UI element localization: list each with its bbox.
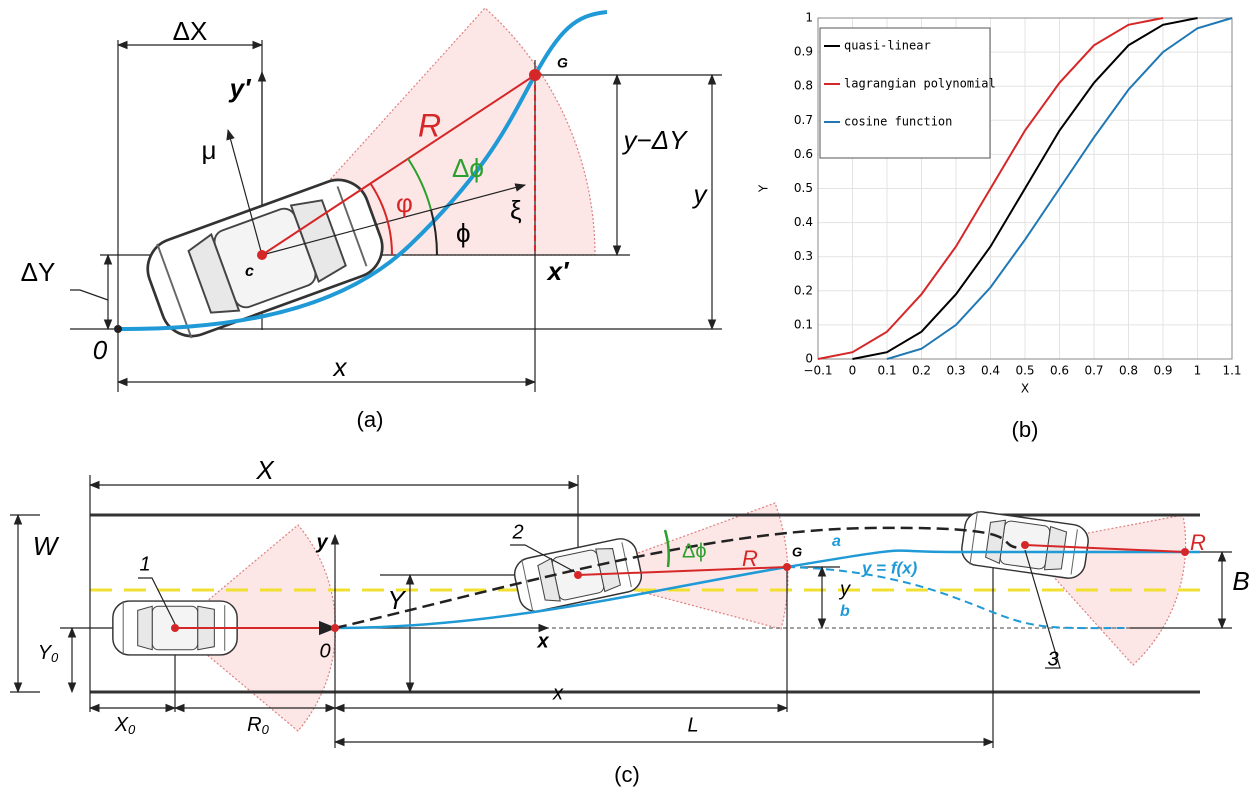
x-tick-label: 0.5 xyxy=(1015,364,1034,378)
y-tick-label: 0.9 xyxy=(794,45,813,59)
x-tick-label: 0.6 xyxy=(1050,364,1069,378)
label: Y xyxy=(387,585,406,615)
x-tick-label: 0.2 xyxy=(912,364,931,378)
leader xyxy=(70,290,108,300)
legend-label: quasi-linear xyxy=(844,39,931,53)
label-sub: 0 xyxy=(51,650,59,665)
point xyxy=(783,563,791,571)
figure: ΔX y′ G R y−ΔY μ Δϕ φ ξ ϕ y c x′ ΔY 0 x … xyxy=(0,0,1254,789)
label: G xyxy=(557,55,568,71)
x-tick-label: −0.1 xyxy=(803,364,832,378)
caption: (c) xyxy=(614,762,640,787)
label: 0 xyxy=(93,335,108,365)
label: Δϕ xyxy=(452,153,484,183)
y-axis-label: Y xyxy=(757,184,771,193)
x-tick-label: 0 xyxy=(849,364,857,378)
x-tick-label: 0.3 xyxy=(946,364,965,378)
label: c xyxy=(245,263,254,280)
y-tick-label: 0.8 xyxy=(794,79,813,93)
label: ϕ xyxy=(456,218,471,248)
label: x xyxy=(332,352,348,382)
label: y xyxy=(838,578,851,600)
x-tick-label: 0.7 xyxy=(1084,364,1103,378)
x-tick-label: 1 xyxy=(1194,364,1202,378)
label: y′ xyxy=(228,73,252,103)
label: R xyxy=(418,107,441,143)
label-sub: 0 xyxy=(262,722,270,737)
point xyxy=(1021,541,1029,549)
label: x xyxy=(536,630,549,652)
label: x xyxy=(552,682,564,704)
label: x′ xyxy=(546,256,570,286)
label: y = f(x) xyxy=(861,558,918,577)
label: R0 xyxy=(247,714,269,737)
x-tick-label: 0.9 xyxy=(1153,364,1172,378)
origin-point xyxy=(114,325,122,333)
label: 1 xyxy=(139,553,150,575)
label: a xyxy=(832,533,841,550)
y-tick-label: 0.3 xyxy=(794,249,813,263)
legend-label: cosine function xyxy=(844,115,952,129)
label: μ xyxy=(202,135,217,165)
label: y−ΔY xyxy=(622,125,689,155)
label-main: X xyxy=(114,714,129,736)
label: 2 xyxy=(511,521,523,543)
label: Δϕ xyxy=(682,540,707,562)
label: L xyxy=(687,714,698,736)
y-tick-label: 0.4 xyxy=(794,215,813,229)
label: B xyxy=(1232,566,1249,596)
y-tick-label: 0.5 xyxy=(794,181,813,195)
label: y xyxy=(692,179,709,209)
label: y xyxy=(315,531,328,553)
label: Y0 xyxy=(38,642,59,665)
y-tick-label: 0.6 xyxy=(794,147,813,161)
label: W xyxy=(33,531,60,561)
legend-label: lagrangian polynomial xyxy=(844,77,996,91)
label: X xyxy=(255,455,275,485)
x-tick-label: 0.8 xyxy=(1119,364,1138,378)
label: ξ xyxy=(510,195,522,225)
y-tick-label: 0.1 xyxy=(794,317,813,331)
x-tick-label: 1.1 xyxy=(1222,364,1241,378)
label: R xyxy=(1190,530,1206,555)
panel-c: X W 1 y 2 Δϕ R G a y = f(x) R B Y0 Y y b… xyxy=(10,455,1250,787)
caption: (a) xyxy=(357,407,384,432)
y-tick-label: 0.2 xyxy=(794,283,813,297)
label-main: R xyxy=(247,714,261,736)
point xyxy=(331,624,339,632)
label: ΔY xyxy=(21,257,56,287)
label: ΔX xyxy=(173,16,208,46)
label-sub: 0 xyxy=(128,722,136,737)
x-tick-label: 0.4 xyxy=(981,364,1000,378)
label: X0 xyxy=(114,714,136,737)
label: 3 xyxy=(1047,648,1058,670)
y-tick-label: 1 xyxy=(805,11,813,25)
x-axis-label: X xyxy=(1021,382,1029,396)
label: 0 xyxy=(319,640,330,662)
y-tick-label: 0.7 xyxy=(794,113,813,127)
label: G xyxy=(792,544,802,559)
caption: (b) xyxy=(1012,417,1039,442)
point-g xyxy=(529,69,541,81)
point-c xyxy=(257,250,267,260)
x-tick-label: 0.1 xyxy=(877,364,896,378)
point xyxy=(1181,548,1189,556)
point xyxy=(171,624,179,632)
label: b xyxy=(840,603,850,620)
label: φ xyxy=(396,188,413,218)
label: R xyxy=(742,546,758,571)
panel-a: ΔX y′ G R y−ΔY μ Δϕ φ ξ ϕ y c x′ ΔY 0 x … xyxy=(21,8,722,432)
point xyxy=(574,571,582,579)
